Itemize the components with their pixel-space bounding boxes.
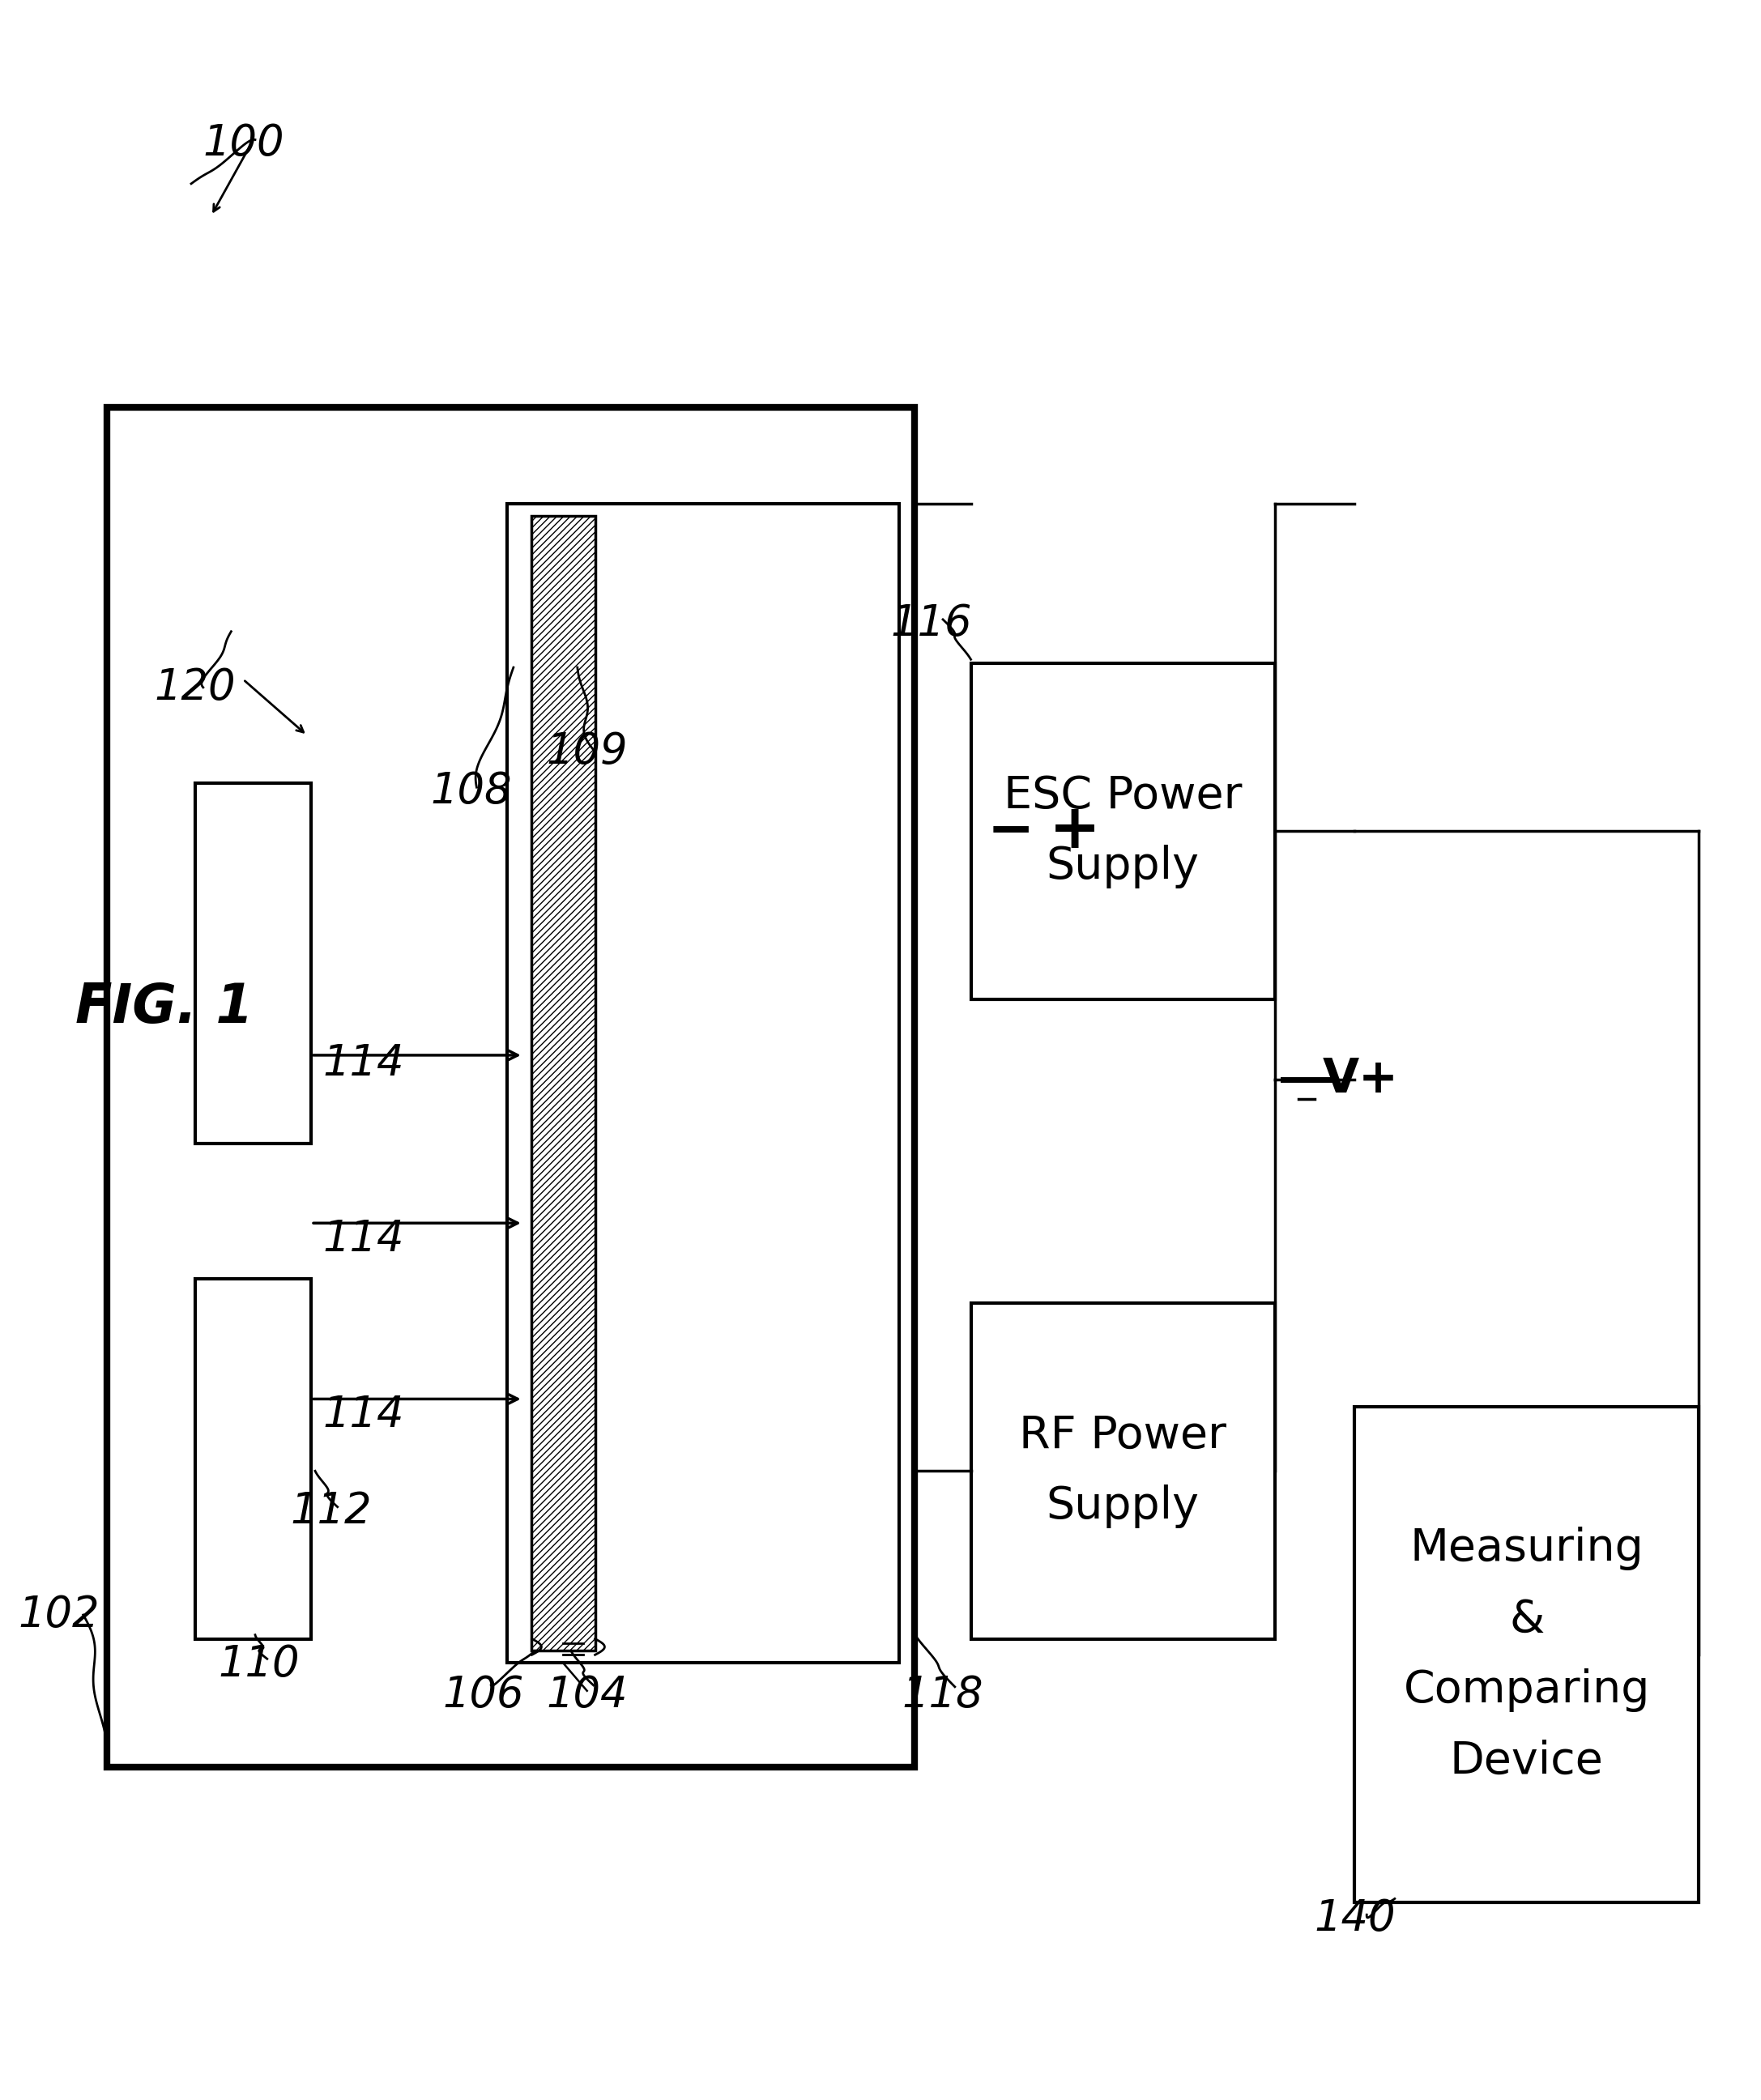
Text: 116: 116 — [889, 603, 972, 645]
Text: 112: 112 — [291, 1489, 372, 1533]
Text: V+: V+ — [1323, 1056, 1398, 1102]
Bar — [107, 407, 916, 1766]
Text: +: + — [1050, 802, 1101, 861]
Bar — [970, 664, 1275, 1000]
Bar — [970, 1302, 1275, 1638]
Text: 104: 104 — [546, 1674, 627, 1716]
Bar — [195, 1279, 312, 1638]
Bar — [195, 783, 312, 1142]
Text: 100: 100 — [203, 122, 284, 164]
Text: 108: 108 — [430, 771, 512, 813]
Text: 114: 114 — [322, 1394, 403, 1436]
Bar — [507, 504, 898, 1663]
Text: Measuring
&
Comparing
Device: Measuring & Comparing Device — [1404, 1527, 1650, 1783]
Bar — [532, 514, 595, 1651]
Bar — [1354, 1407, 1699, 1903]
Text: 118: 118 — [902, 1674, 984, 1716]
Text: ESC Power
Supply: ESC Power Supply — [1004, 775, 1242, 888]
Text: 106: 106 — [442, 1674, 523, 1716]
Text: 120: 120 — [155, 666, 236, 708]
Text: −: − — [988, 804, 1034, 859]
Text: 140: 140 — [1314, 1898, 1395, 1940]
Text: 110: 110 — [218, 1644, 299, 1686]
Text: 102: 102 — [19, 1594, 100, 1636]
Text: 114: 114 — [322, 1218, 403, 1260]
Text: RF Power
Supply: RF Power Supply — [1020, 1413, 1226, 1529]
Text: FIG. 1: FIG. 1 — [76, 981, 254, 1033]
Text: 109: 109 — [546, 731, 627, 773]
Text: 114: 114 — [322, 1042, 403, 1084]
